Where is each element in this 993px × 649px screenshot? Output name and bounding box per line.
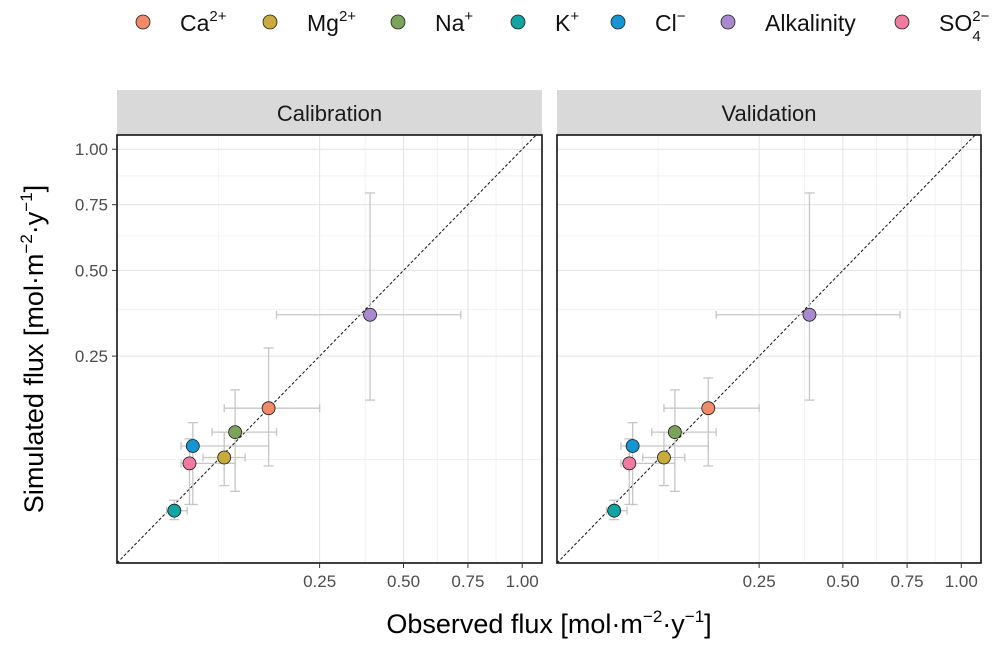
legend-swatch-k: [510, 14, 526, 30]
legend-item-so4: SO2− 4: [894, 8, 990, 45]
y-axis-title-mid: ·y: [19, 211, 49, 234]
x-tick-label: 0.25: [303, 572, 336, 591]
legend-label-sup: 2−: [972, 8, 989, 25]
point-k: [167, 503, 182, 518]
x-tick-label: 0.75: [451, 572, 484, 591]
y-tick-label: 0.50: [75, 261, 108, 280]
y-axis-title-base: Simulated flux [mol·m: [19, 254, 49, 514]
point-cl: [625, 439, 640, 453]
x-tick-label: 0.75: [891, 572, 924, 591]
plot-background: [557, 135, 981, 563]
point-alkalinity: [802, 307, 817, 322]
legend-label-sup: 2+: [209, 8, 226, 25]
point-so4: [182, 456, 197, 471]
y-axis-title: Simulated flux [mol·m−2·y−1]: [17, 185, 49, 513]
y-axis-title-end: ]: [19, 185, 49, 193]
legend-item-k: K+: [510, 8, 579, 36]
x-tick-label: 1.00: [945, 572, 978, 591]
plot-background: [117, 135, 542, 563]
facet-strip: [557, 90, 981, 135]
legend-label-sup: −: [677, 8, 686, 25]
legend-swatch-ca: [135, 14, 151, 30]
reference-line-1-1: [117, 135, 537, 563]
x-axis-title-sup: −1: [685, 607, 704, 626]
point-k: [607, 503, 622, 518]
x-tick-label: 0.50: [387, 572, 420, 591]
x-axis-title-end: ]: [704, 609, 712, 639]
legend-label-base: K: [555, 10, 571, 36]
legend-label-sub: 4: [972, 28, 980, 45]
legend-label-cl: Cl−: [655, 8, 686, 36]
y-axis-title-sup: −2: [17, 234, 36, 253]
panel-border: [116, 134, 543, 564]
point-cl: [185, 439, 200, 453]
point-ca: [701, 401, 716, 416]
y-axis-title-sup: −1: [17, 192, 36, 211]
y-tick-label: 0.25: [75, 347, 108, 366]
legend-label-base: Mg: [307, 10, 339, 36]
legend-item-ca: Ca2+: [135, 8, 227, 36]
facet-title: Calibration: [277, 101, 382, 126]
x-axis-title-mid: ·y: [662, 609, 685, 639]
point-na: [667, 425, 682, 440]
legend-label-base: SO: [939, 10, 972, 36]
legend-label-mg: Mg2+: [307, 8, 356, 36]
legend-item-cl: Cl−: [610, 8, 686, 36]
legend-label-sup: 2+: [339, 8, 356, 25]
legend-label-sup: +: [464, 8, 473, 25]
errorbar-na: [211, 389, 278, 492]
legend-swatch-so4: [894, 14, 910, 30]
legend-item-mg: Mg2+: [262, 8, 356, 36]
legend-label-base: Ca: [180, 10, 210, 36]
point-so4: [622, 456, 637, 471]
x-axis-title: Observed flux [mol·m−2·y−1]: [386, 607, 711, 639]
point-alkalinity: [363, 307, 377, 322]
x-tick-label: 0.25: [743, 572, 776, 591]
facet-validation: Validation 0.25 0.50 0.75 1.00: [556, 90, 982, 591]
errorbar-na: [651, 389, 717, 492]
legend-label-base: Cl: [655, 10, 677, 36]
legend-label-alkalinity: Alkalinity: [765, 10, 856, 36]
axis-titles: Observed flux [mol·m−2·y−1]Simulated flu…: [17, 185, 712, 639]
legend-label-k: K+: [555, 8, 579, 36]
legend-label-base: Na: [435, 10, 465, 36]
plot-area: [117, 135, 542, 563]
x-axis-title-sup: −2: [643, 607, 662, 626]
facet-calibration: Calibration 0.25 0.50 0.75 1.00: [116, 90, 543, 591]
legend-swatch-alkalinity: [720, 14, 736, 30]
reference-line-1-1: [557, 135, 976, 563]
legend-swatch-mg: [262, 14, 278, 30]
point-na: [228, 425, 243, 440]
x-tick-label: 0.50: [826, 572, 859, 591]
x-tick-label: 1.00: [506, 572, 539, 591]
point-ca: [261, 401, 276, 416]
y-tick-label: 0.75: [75, 196, 108, 215]
plot-area: [557, 135, 981, 563]
facet-title: Validation: [722, 101, 817, 126]
point-mg: [657, 450, 671, 465]
legend-item-na: Na+: [390, 8, 473, 36]
legend-label-sup: +: [570, 8, 579, 25]
legend-item-alkalinity: Alkalinity: [720, 10, 856, 36]
point-mg: [217, 450, 232, 465]
legend-swatch-cl: [610, 14, 626, 30]
x-axis-title-base: Observed flux [mol·m: [386, 609, 643, 639]
y-tick-label: 1.00: [75, 140, 108, 159]
panel-border: [556, 134, 982, 564]
legend-swatch-na: [390, 14, 406, 30]
facet-strip: [117, 90, 542, 135]
legend-label-ca: Ca2+: [180, 8, 227, 36]
facet-panels: Calibration 0.25 0.50 0.75 1.00 Validation 0.2…: [75, 90, 982, 591]
legend-label-so4: SO2− 4: [939, 8, 990, 45]
legend-label-base: Alkalinity: [765, 10, 856, 36]
legend-label-na: Na+: [435, 8, 473, 36]
legend: Ca2+ Mg2+ Na+ K+ Cl− Alkalinity SO2− 4: [135, 8, 990, 45]
